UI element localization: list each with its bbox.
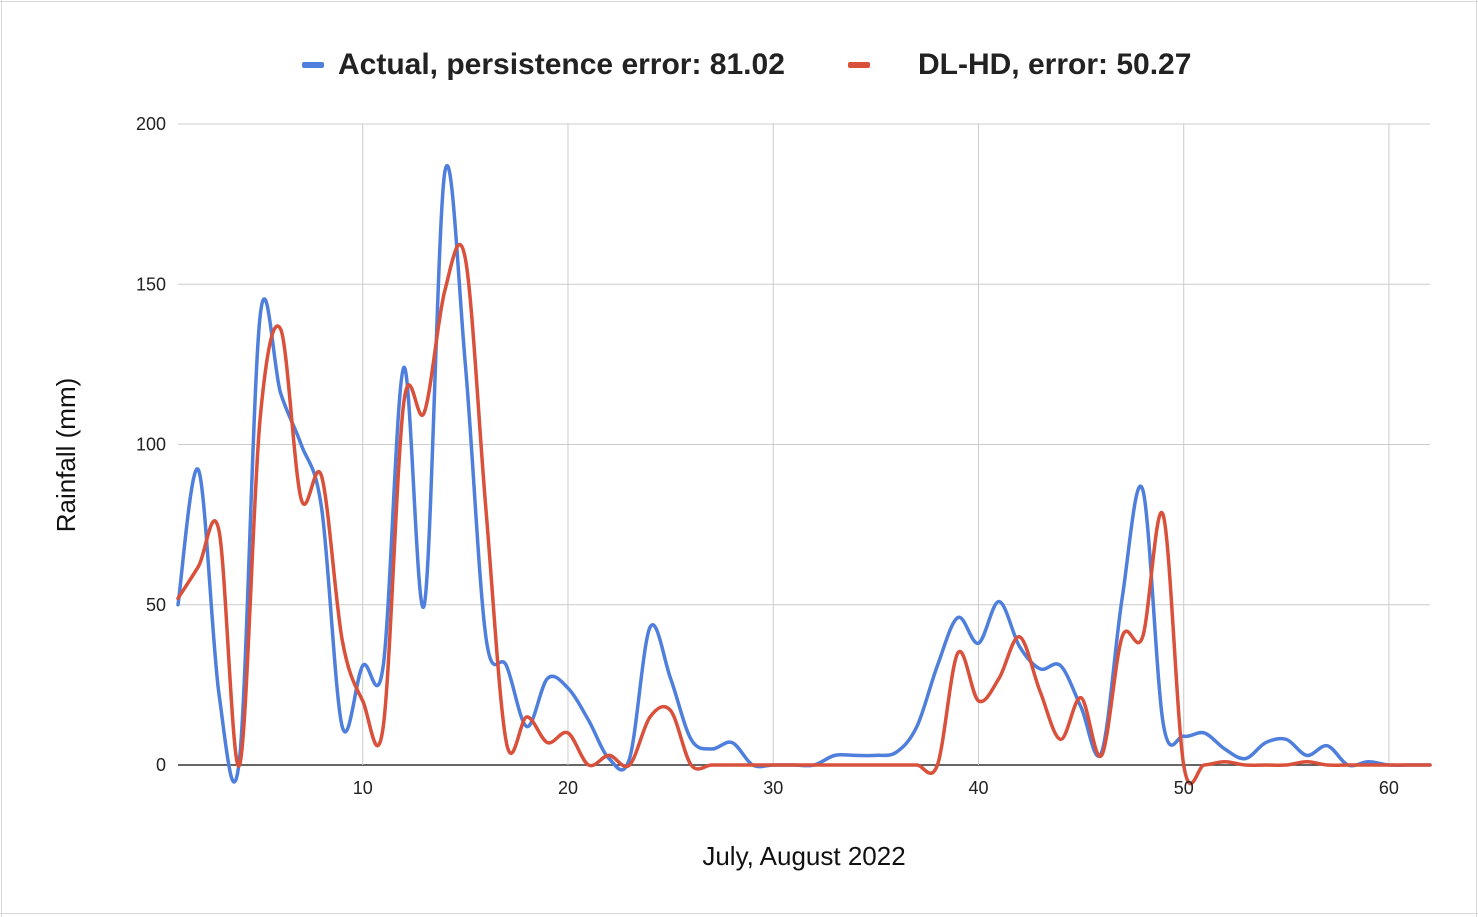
y-tick-label: 100	[136, 435, 166, 455]
x-axis-ticks: 10 20 30 40 50 60	[353, 778, 1399, 798]
legend-label-actual: Actual, persistence error: 81.02	[338, 48, 785, 81]
x-tick-label: 30	[763, 778, 783, 798]
series-layer	[176, 163, 1432, 786]
legend-item-actual[interactable]: Actual, persistence error: 81.02	[302, 48, 785, 81]
gridlines	[178, 123, 1430, 766]
x-tick-label: 60	[1379, 778, 1399, 798]
y-tick-label: 50	[146, 595, 166, 615]
y-tick-label: 0	[156, 755, 166, 775]
legend-label-dlhd: DL-HD, error: 50.27	[918, 48, 1191, 81]
x-axis-title: July, August 2022	[702, 841, 905, 871]
legend-item-dlhd[interactable]: DL-HD, error: 50.27	[848, 48, 1191, 81]
y-axis-ticks: 0 50 100 150 200	[136, 114, 166, 775]
y-axis-title: Rainfall (mm)	[51, 378, 81, 533]
series-line-actual	[176, 163, 1432, 784]
y-tick-label: 200	[136, 114, 166, 134]
legend-swatch-dlhd	[848, 62, 870, 68]
x-tick-label: 50	[1174, 778, 1194, 798]
x-tick-label: 20	[558, 778, 578, 798]
x-tick-label: 10	[353, 778, 373, 798]
y-tick-label: 150	[136, 274, 166, 294]
series-line-dlhd	[176, 242, 1432, 786]
legend: Actual, persistence error: 81.02 DL-HD, …	[302, 48, 1191, 81]
legend-swatch-actual	[302, 62, 324, 68]
x-tick-label: 40	[968, 778, 988, 798]
